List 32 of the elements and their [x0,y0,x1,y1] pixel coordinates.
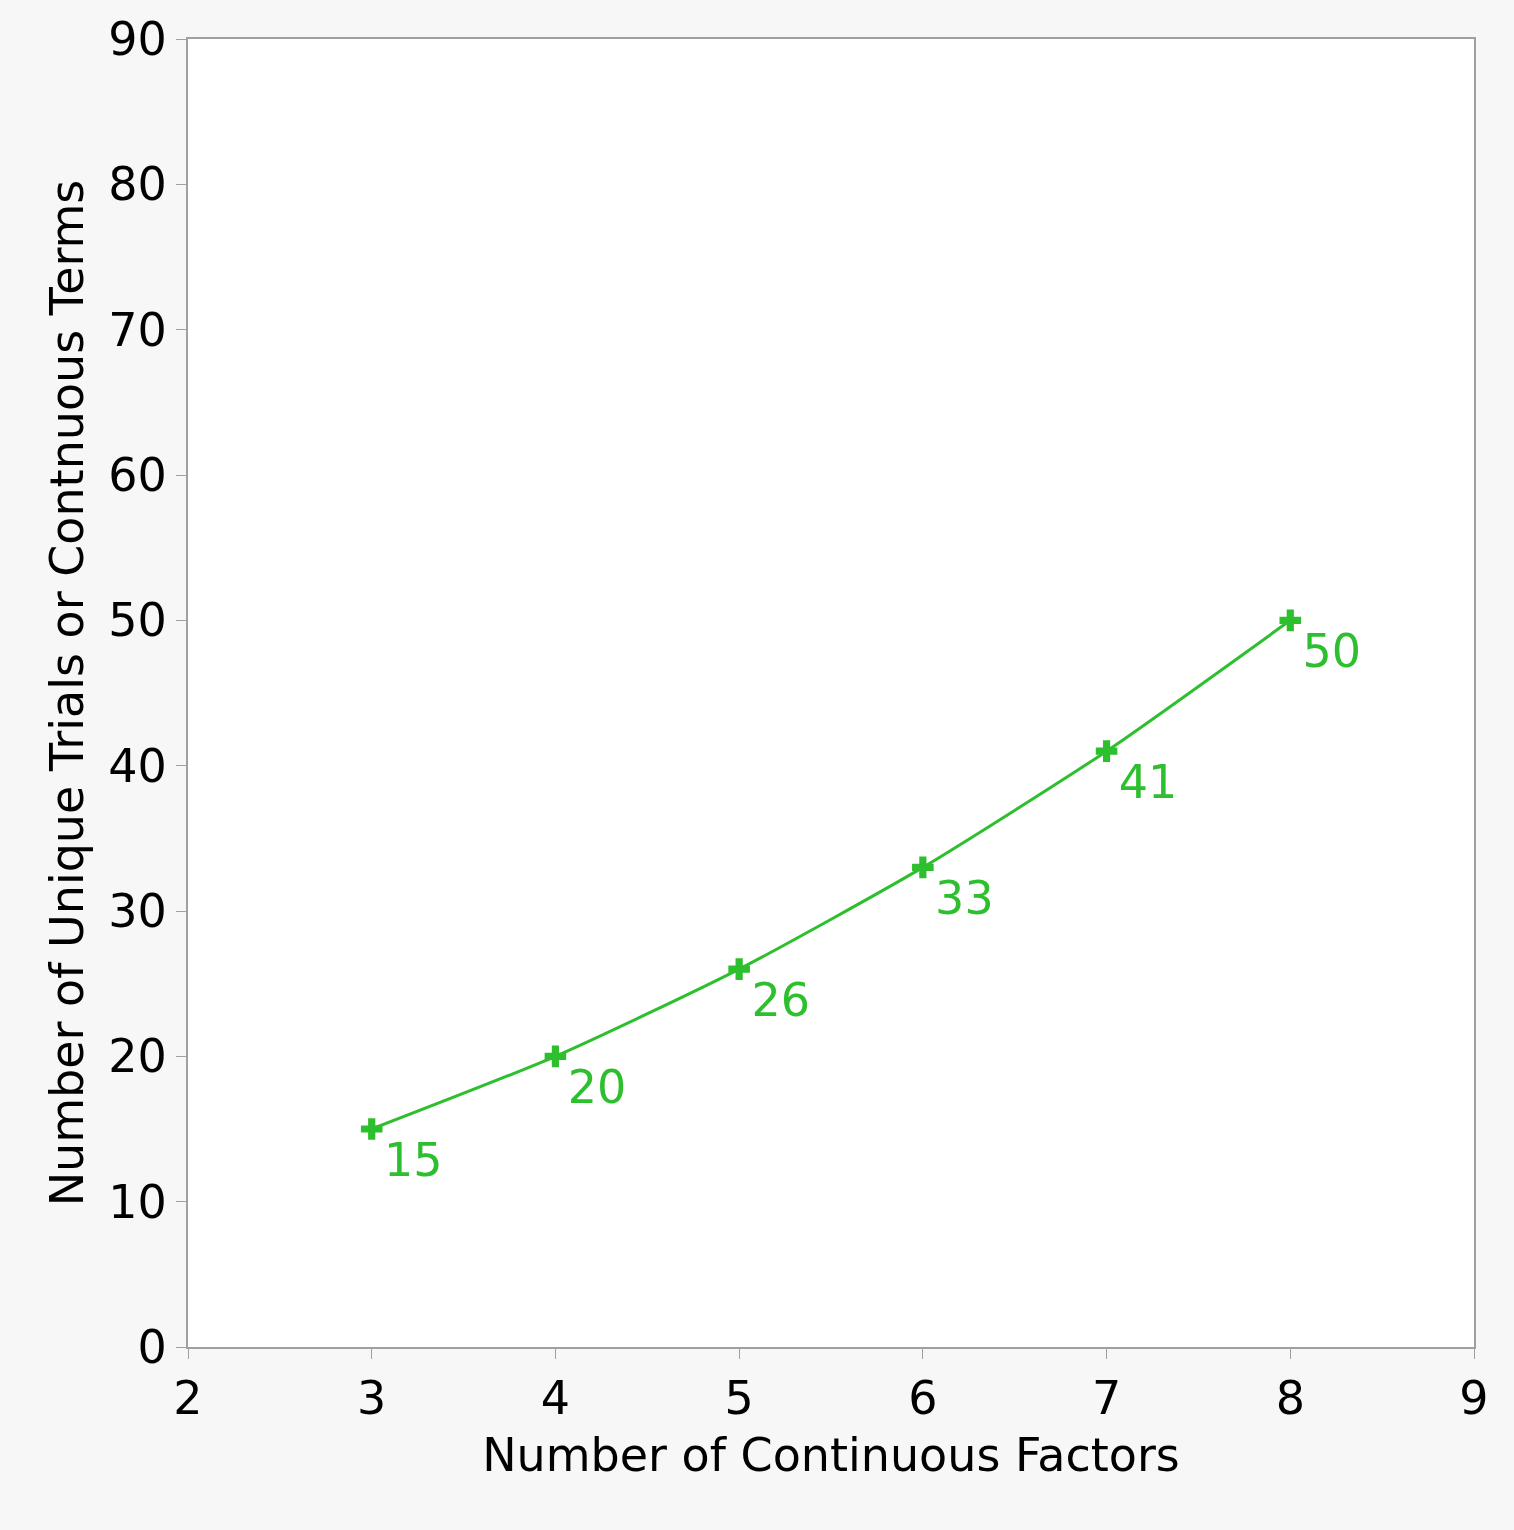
point [360,1118,383,1140]
x-tick-label: 3 [357,1371,387,1426]
y-tick-label: 40 [108,738,167,793]
data-label: 15 [383,1132,443,1187]
x-axis-title: Number of Continuous Factors [482,1428,1180,1483]
y-tick-label: 50 [108,593,167,648]
data-label: 26 [751,972,810,1027]
x-tick-label: 6 [908,1371,938,1426]
point [544,1045,567,1068]
x-tick-label: 4 [540,1371,571,1426]
x-tick-label: 7 [1091,1371,1122,1426]
point [912,856,934,879]
y-tick-label: 10 [108,1174,167,1229]
x-tick-label: 5 [724,1371,754,1426]
data-label: 50 [1302,624,1362,679]
x-tick-label: 2 [173,1371,203,1426]
data-label: 33 [935,871,994,926]
x-tick-label: 9 [1459,1371,1489,1426]
y-tick-label: 90 [108,12,167,67]
point [728,958,750,980]
point [1095,740,1118,762]
y-tick-label: 20 [108,1029,167,1084]
y-tick-label: 60 [108,448,167,503]
y-tick-label: 70 [108,302,167,357]
y-axis-title: Number of Unique Trials or Contnuous Terms [40,179,95,1207]
y-tick-label: 80 [108,157,167,212]
data-label: 41 [1118,754,1178,809]
y-tick-label: 0 [137,1320,167,1375]
y-tick-label: 30 [108,884,167,939]
x-tick-label: 8 [1275,1371,1305,1426]
point [1279,609,1302,632]
data-label: 20 [567,1060,627,1115]
